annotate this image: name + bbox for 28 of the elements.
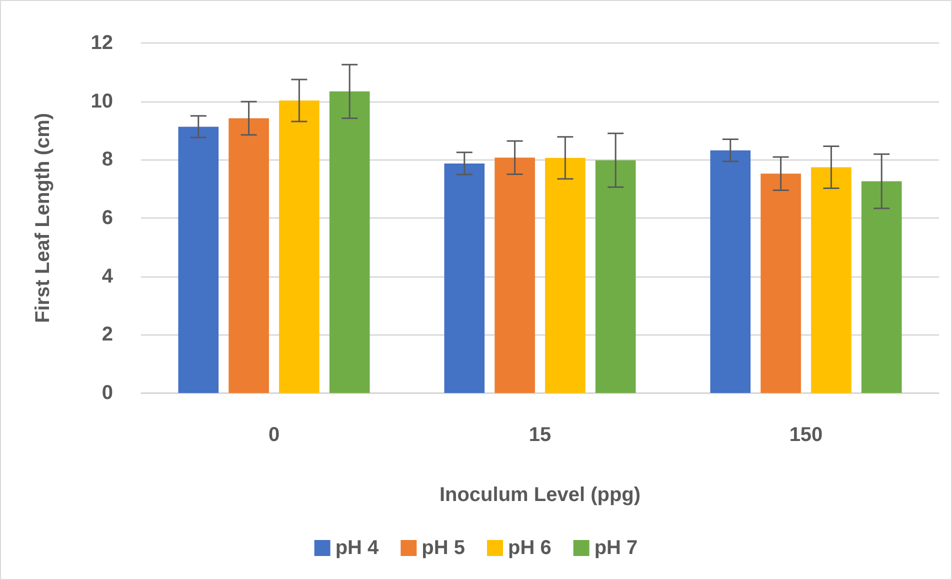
- y-tick-label: 6: [102, 207, 113, 229]
- bar: [444, 163, 485, 393]
- bar: [178, 126, 219, 393]
- bar: [760, 174, 801, 393]
- bar: [228, 118, 269, 393]
- bar: [494, 158, 535, 393]
- bar: [710, 150, 751, 393]
- bar: [545, 158, 586, 393]
- y-axis-title: First Leaf Length (cm): [32, 112, 54, 324]
- bar: [329, 91, 370, 393]
- y-tick-label: 2: [102, 324, 113, 346]
- bar: [861, 181, 902, 393]
- x-tick-label: 15: [528, 424, 552, 446]
- bar: [595, 160, 636, 393]
- legend-label: pH 5: [422, 537, 466, 559]
- bar: [811, 167, 852, 393]
- x-axis-title: Inoculum Level (ppg): [439, 484, 641, 506]
- x-tick-label: 0: [268, 424, 280, 446]
- y-tick-label: 10: [90, 90, 113, 112]
- legend-label: pH 4: [335, 537, 380, 559]
- x-tick-label: 150: [789, 424, 823, 446]
- y-tick-label: 12: [90, 32, 113, 54]
- legend-label: pH 7: [594, 537, 638, 559]
- bar: [279, 100, 320, 393]
- legend-label: pH 6: [508, 537, 552, 559]
- y-tick-label: 8: [102, 148, 113, 171]
- y-tick-label: 4: [102, 265, 114, 288]
- y-tick-label: 0: [102, 382, 113, 404]
